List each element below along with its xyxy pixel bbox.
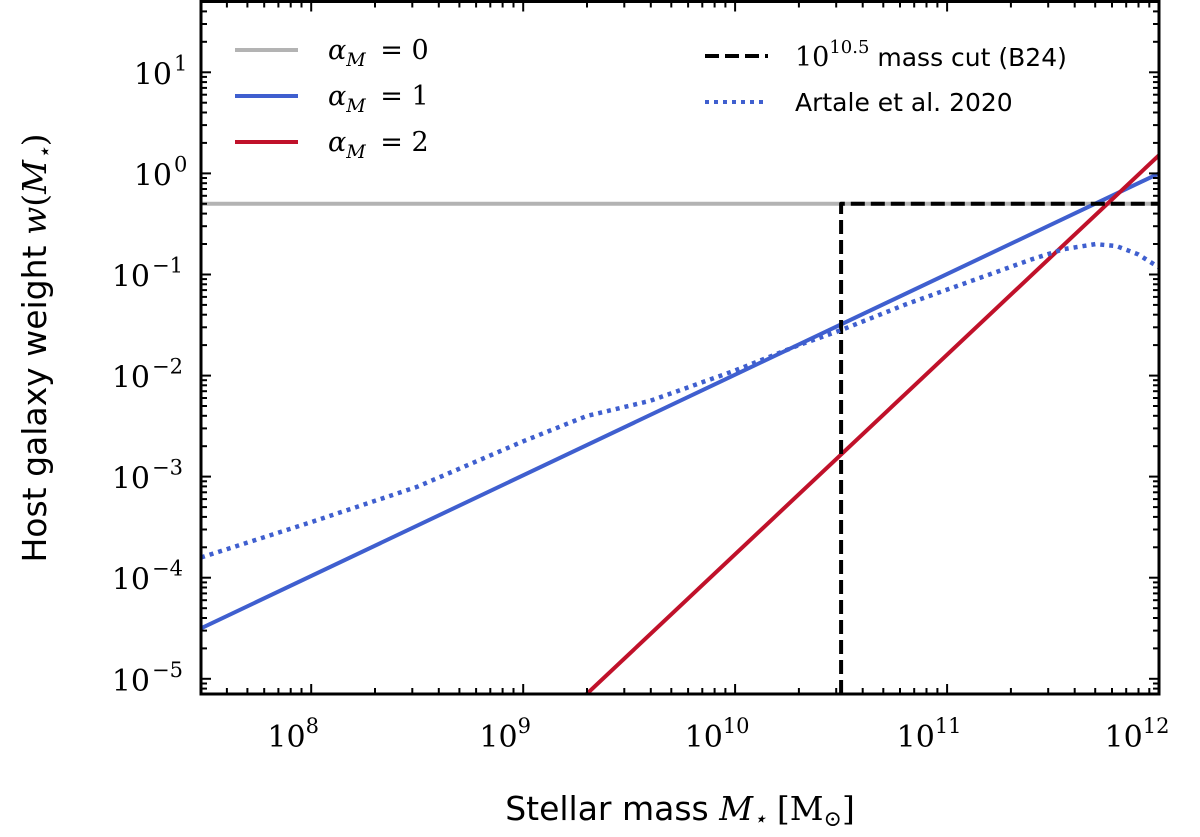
series-mass-cut: [839, 201, 1159, 694]
plot-frame: [199, 0, 1161, 696]
y-tick-exponent: −2: [152, 355, 183, 379]
y-tick-label: 10: [134, 158, 172, 193]
major-ticks: [201, 1, 1160, 694]
series-artale-2020: [201, 241, 1159, 560]
x-tick-label: 1012: [1105, 714, 1170, 755]
legend: αM = 0 αM = 1 αM = 2 1010.5 mass cut (B2…: [235, 35, 1067, 163]
y-tick-exponent: −4: [152, 557, 183, 581]
series-layer: [201, 153, 1159, 694]
legend-label-alpha-1: αM = 1: [328, 81, 429, 117]
y-tick-label: 10: [112, 260, 150, 295]
series-alpha-M-2: [585, 153, 1159, 694]
y-tick-exponent: −3: [152, 456, 183, 480]
x-tick-label: 108: [267, 714, 319, 755]
x-tick-label: 1010: [685, 714, 750, 755]
y-tick-label: 10: [112, 664, 150, 699]
x-tick-label: 109: [479, 714, 531, 755]
y-tick-label: 10: [112, 563, 150, 598]
legend-label-alpha-2: αM = 2: [328, 127, 429, 163]
y-tick-label: 10: [112, 361, 150, 396]
legend-label-artale: Artale et al. 2020: [795, 88, 1013, 117]
y-axis-label: Host galaxy weight w(M⋆): [15, 133, 58, 562]
x-tick-label: 1011: [897, 714, 962, 755]
legend-entry-alpha-2: αM = 2: [235, 127, 429, 163]
legend-entry-alpha-1: αM = 1: [235, 81, 429, 117]
x-tick-labels: 108 109 1010 1011 1012: [267, 714, 1169, 755]
series-alpha-M-1: [201, 171, 1159, 631]
y-tick-label: 10: [134, 57, 172, 92]
legend-entry-alpha-0: αM = 0: [235, 35, 429, 71]
legend-label-alpha-0: αM = 0: [328, 35, 429, 71]
y-tick-label: 10: [112, 462, 150, 497]
y-tick-exponent: −5: [152, 658, 183, 682]
y-tick-exponent: 0: [174, 152, 187, 176]
x-axis-label: Stellar mass M⋆ [M⊙]: [505, 789, 855, 832]
legend-label-mass-cut: 1010.5 mass cut (B24): [795, 37, 1067, 73]
legend-entry-artale: Artale et al. 2020: [705, 88, 1013, 117]
y-tick-exponent: −1: [152, 254, 183, 278]
legend-entry-mass-cut: 1010.5 mass cut (B24): [705, 37, 1067, 73]
y-tick-exponent: 1: [174, 51, 187, 75]
